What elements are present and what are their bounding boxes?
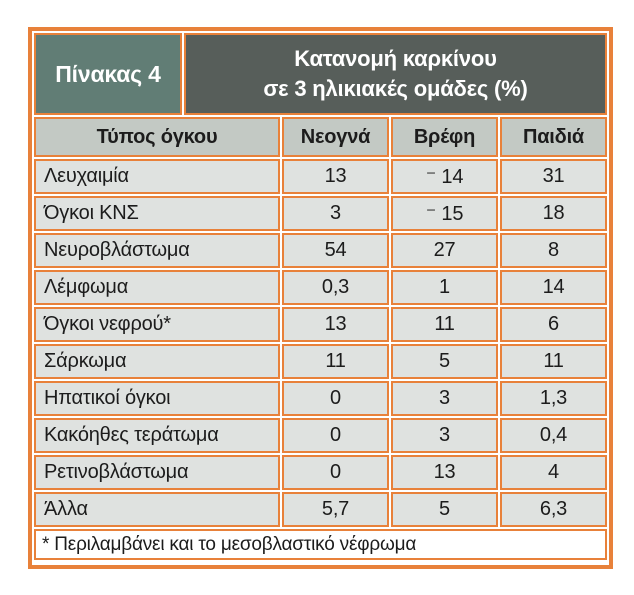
cell-value: 0,3 [282,270,389,305]
cell-value: 3 [391,381,498,416]
cell-value: 11 [500,344,607,379]
cell-value: 1,3 [500,381,607,416]
table-row: Σάρκωμα 11 5 11 [34,344,607,379]
cell-value: 13 [282,159,389,194]
row-label: Ηπατικοί όγκοι [34,381,280,416]
cell-value: 5,7 [282,492,389,527]
cancer-distribution-table: Πίνακας 4 Κατανομή καρκίνου σε 3 ηλικιακ… [28,27,613,569]
cell-value: 31 [500,159,607,194]
cell-value: 27 [391,233,498,268]
cell-value: 11 [391,307,498,342]
table-row: Κακόηθες τεράτωμα 0 3 0,4 [34,418,607,453]
table-row: Λέμφωμα 0,3 1 14 [34,270,607,305]
table-header-band: Πίνακας 4 Κατανομή καρκίνου σε 3 ηλικιακ… [34,33,607,115]
table-row: Λευχαιμία 13 ⁻ 14 31 [34,159,607,194]
cell-value: 5 [391,344,498,379]
table-number-badge: Πίνακας 4 [34,33,182,115]
table-title-line1: Κατανομή καρκίνου [294,46,497,72]
footnote-row: * Περιλαμβάνει και το μεσοβλαστικό νέφρω… [34,529,607,560]
cell-value: 6 [500,307,607,342]
column-header-infants: Βρέφη [391,117,498,157]
row-label: Ρετινοβλάστωμα [34,455,280,490]
column-header-row: Τύπος όγκου Νεογνά Βρέφη Παιδιά [34,117,607,157]
cell-value: 54 [282,233,389,268]
table-row: Ρετινοβλάστωμα 0 13 4 [34,455,607,490]
footnote-text: * Περιλαμβάνει και το μεσοβλαστικό νέφρω… [34,529,607,560]
row-label: Λέμφωμα [34,270,280,305]
cell-value: ⁻ 14 [391,159,498,194]
column-header-children: Παιδιά [500,117,607,157]
cell-value: 11 [282,344,389,379]
cell-value: 5 [391,492,498,527]
cell-value: 13 [282,307,389,342]
cell-value: 0 [282,418,389,453]
cell-value: 6,3 [500,492,607,527]
row-label: Κακόηθες τεράτωμα [34,418,280,453]
row-label: Σάρκωμα [34,344,280,379]
table-row: Άλλα 5,7 5 6,3 [34,492,607,527]
cell-value: 3 [282,196,389,231]
table-title-line2: σε 3 ηλικιακές ομάδες (%) [263,76,528,101]
cell-value: 1 [391,270,498,305]
row-label: Όγκοι νεφρού* [34,307,280,342]
table-row: Ηπατικοί όγκοι 0 3 1,3 [34,381,607,416]
cell-value: ⁻ 15 [391,196,498,231]
row-label: Λευχαιμία [34,159,280,194]
row-label: Άλλα [34,492,280,527]
cell-value: 0 [282,455,389,490]
table-row: Νευροβλάστωμα 54 27 8 [34,233,607,268]
cell-value: 0 [282,381,389,416]
column-header-neonates: Νεογνά [282,117,389,157]
column-header-tumor-type: Τύπος όγκου [34,117,280,157]
table-row: Όγκοι ΚΝΣ 3 ⁻ 15 18 [34,196,607,231]
cell-value: 3 [391,418,498,453]
cell-value: 18 [500,196,607,231]
cell-value: 14 [500,270,607,305]
cell-value: 8 [500,233,607,268]
cell-value: 4 [500,455,607,490]
table-title: Κατανομή καρκίνου σε 3 ηλικιακές ομάδες … [184,33,607,115]
table-row: Όγκοι νεφρού* 13 11 6 [34,307,607,342]
cell-value: 13 [391,455,498,490]
cell-value: 0,4 [500,418,607,453]
row-label: Όγκοι ΚΝΣ [34,196,280,231]
row-label: Νευροβλάστωμα [34,233,280,268]
